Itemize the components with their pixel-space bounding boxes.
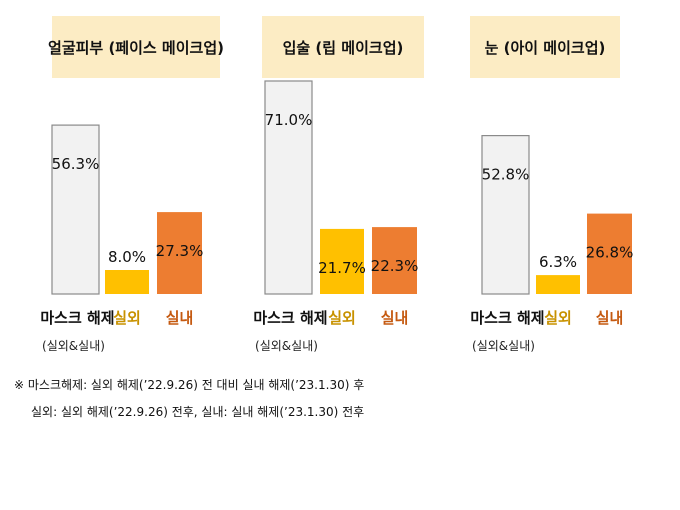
bar-outdoor	[320, 228, 364, 294]
data-label: 26.8%	[586, 244, 634, 262]
category-label: 마스크 해제	[253, 309, 327, 327]
category-sublabel: (실외&실내)	[255, 339, 318, 353]
bar-outdoor	[105, 270, 149, 294]
data-label: 52.8%	[482, 166, 530, 184]
bar-indoor	[587, 213, 632, 294]
bar-indoor	[157, 212, 202, 294]
category-label: 실내	[381, 309, 409, 327]
data-label: 8.0%	[108, 248, 146, 266]
panel-title-box	[470, 16, 620, 78]
data-label: 71.0%	[265, 111, 313, 129]
category-sublabel: (실외&실내)	[42, 339, 105, 353]
category-label: 실내	[166, 309, 194, 327]
category-label: 실외	[113, 309, 141, 327]
panel-title: 눈 (아이 메이크업)	[485, 39, 606, 57]
category-label: 실내	[596, 309, 624, 327]
data-label: 56.3%	[52, 155, 100, 173]
data-label: 22.3%	[371, 257, 419, 275]
panel-title: 입술 (립 메이크업)	[283, 39, 404, 57]
bar-indoor	[372, 227, 417, 294]
panel-title-box	[262, 16, 424, 78]
category-label: 마스크 해제	[40, 309, 114, 327]
category-label: 마스크 해제	[470, 309, 544, 327]
panel-title: 얼굴피부 (페이스 메이크업)	[48, 39, 224, 57]
footnote-line-1: ※ 마스크해제: 실외 해제(’22.9.26) 전 대비 실내 해제(’23.…	[14, 378, 365, 392]
data-label: 21.7%	[318, 259, 366, 277]
data-label: 6.3%	[539, 253, 577, 271]
category-sublabel: (실외&실내)	[472, 339, 535, 353]
bar-outdoor	[536, 275, 580, 294]
data-label: 27.3%	[156, 242, 204, 260]
bar-mask	[264, 80, 313, 295]
category-label: 실외	[328, 309, 356, 327]
bar-mask	[481, 135, 530, 295]
bar-mask	[51, 124, 100, 295]
panel-title-box	[52, 16, 220, 78]
footnote-line-2: 실외: 실외 해제(’22.9.26) 전후, 실내: 실내 해제(’23.1.…	[31, 405, 365, 419]
category-label: 실외	[544, 309, 572, 327]
